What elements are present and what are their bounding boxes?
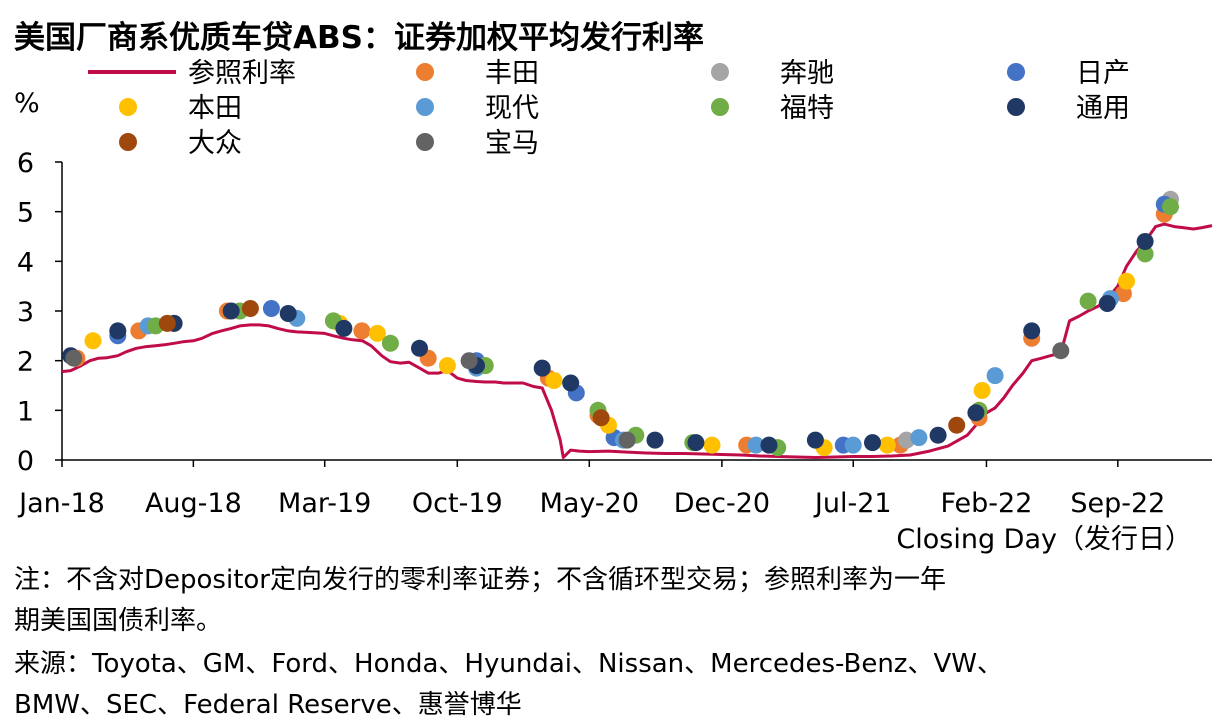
legend-label: 通用 [1076,93,1130,124]
data-point [545,372,563,389]
data-point [241,300,259,317]
data-point [438,357,456,375]
legend-marker-dot [1007,63,1025,81]
x-tick-label: Feb-22 [941,488,1033,519]
data-point [353,322,371,340]
legend-marker-dot [711,63,729,81]
data-point [618,431,636,449]
x-tick-label: Jan-18 [17,488,105,519]
source-line-1: 来源：Toyota、GM、Ford、Honda、Hyundai、Nissan、M… [14,649,1003,679]
data-point [1162,198,1179,216]
data-point [1023,322,1041,340]
y-tick-label: 3 [17,297,34,328]
legend-marker-dot [119,98,137,116]
data-point [533,359,551,377]
data-point [747,436,765,454]
data-point [222,302,240,320]
data-point [109,322,127,340]
data-point [1079,292,1097,310]
data-point [687,434,705,452]
legend-label: 参照利率 [188,58,296,89]
legend-label: 丰田 [485,58,539,89]
data-point [973,382,991,399]
legend-marker-dot [711,98,729,116]
data-point [986,367,1004,385]
data-point [262,300,280,317]
legend-marker-dot [416,98,434,116]
data-point [368,324,386,342]
data-point [158,314,176,332]
legend-marker-dot [1007,98,1025,116]
legend-marker-dot [416,63,434,81]
data-point [381,334,399,352]
x-axis-label: Closing Day（发行日） [896,524,1192,555]
note-line-1: 注：不含对Depositor定向发行的零利率证券；不含循环型交易；参照利率为一年 [14,565,946,595]
data-point [646,431,664,449]
data-point [1118,272,1135,290]
y-tick-label: 2 [17,347,34,378]
x-axis: Jan-18 Aug-18 Mar-19 Oct-19 May-20 Dec-20 Jul-… [17,460,1165,519]
legend-label: 现代 [485,93,539,124]
y-tick-label: 1 [17,396,34,427]
data-point [967,404,985,422]
data-point [592,409,610,427]
data-point [1098,295,1116,312]
scatter-points [62,190,1179,457]
legend-label: 宝马 [485,128,539,159]
data-point [411,339,428,357]
data-point [1136,233,1154,250]
data-point [65,349,83,367]
legend-label: 大众 [188,128,242,159]
y-tick-label: 4 [17,247,34,278]
legend-label: 奔驰 [780,58,834,89]
data-point [806,431,824,449]
legend-label: 福特 [780,93,834,124]
data-point [335,319,353,337]
y-axis-unit: % [14,88,40,119]
data-point [929,426,947,444]
note-line-2: 期美国国债利率。 [14,606,223,636]
y-tick-label: 6 [17,148,34,179]
x-tick-label: Aug-18 [145,488,242,519]
x-tick-label: Mar-19 [278,488,371,519]
data-point [84,332,102,350]
y-tick-label: 5 [17,198,34,229]
x-tick-label: Jul-21 [813,488,892,519]
series-line-reference-rate [61,222,1213,459]
legend-marker-dot [416,133,434,151]
chart-title: 美国厂商系优质车贷ABS：证券加权平均发行利率 [14,20,704,56]
data-point [1136,245,1154,263]
data-point [878,436,896,454]
x-tick-label: Dec-20 [674,488,770,519]
x-tick-label: Sep-22 [1070,488,1165,519]
data-point [460,352,478,370]
data-point [844,436,862,454]
source-line-2: BMW、SEC、Federal Reserve、惠誉博华 [14,690,522,720]
data-point [910,429,928,447]
data-point [864,434,881,452]
data-point [279,305,297,322]
data-point [760,436,778,454]
x-tick-label: Oct-19 [412,488,503,519]
data-point [948,416,966,434]
x-tick-label: May-20 [540,488,639,519]
y-tick-label: 0 [17,446,34,477]
data-point [1052,342,1070,360]
data-point [562,374,580,392]
legend-marker-dot [119,133,137,151]
legend-label: 本田 [188,93,242,124]
y-axis: 0 1 2 3 4 5 6 [17,148,62,477]
data-point [703,436,721,454]
legend-label: 日产 [1076,58,1130,89]
